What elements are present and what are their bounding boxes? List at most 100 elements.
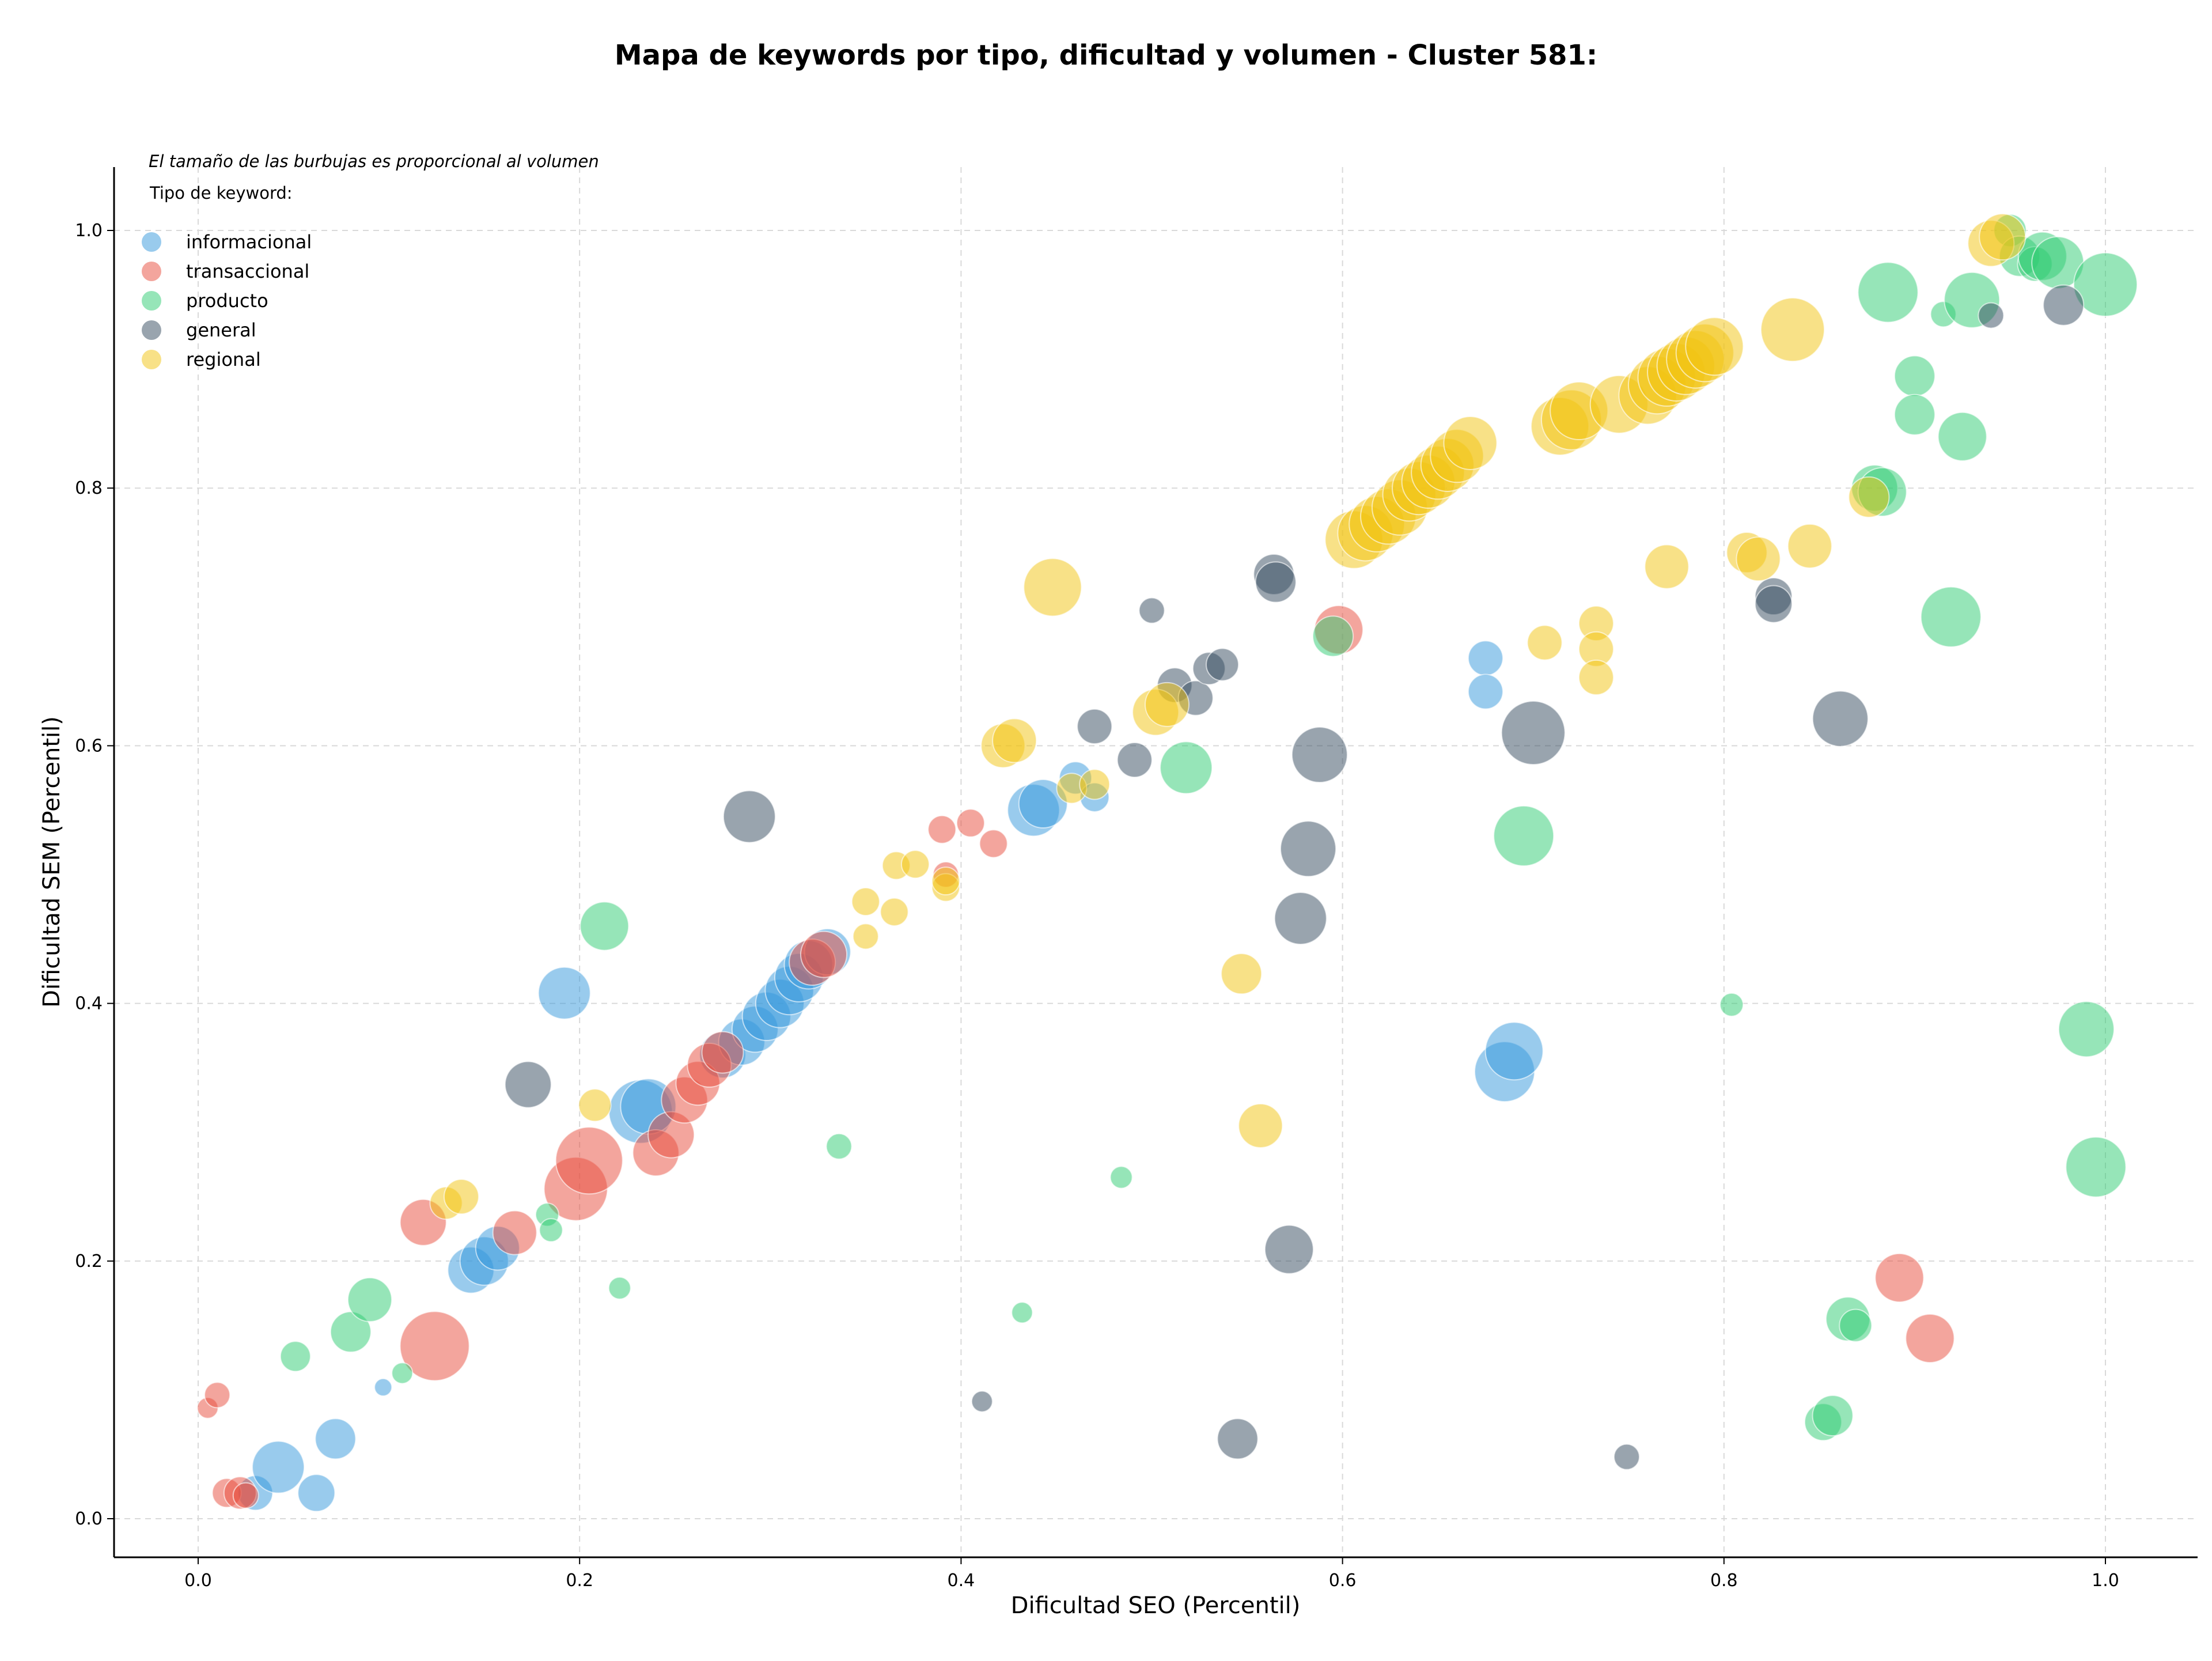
point-informacional: [1467, 674, 1503, 710]
point-regional: [1578, 659, 1614, 695]
y-ticks: 0.0 0.2 0.4 0.6 0.8 1.0: [75, 221, 114, 1529]
x-axis-label: Dificultad SEO (Percentil): [1011, 1592, 1301, 1619]
point-transaccional: [1874, 1253, 1925, 1303]
y-tick-label: 0.6: [75, 736, 103, 756]
point-general: [2043, 284, 2085, 326]
point-regional: [1238, 1103, 1283, 1149]
x-tick-label: 1.0: [2092, 1571, 2119, 1591]
point-regional: [1443, 415, 1498, 470]
point-general: [1812, 690, 1869, 747]
point-general: [1264, 1224, 1314, 1274]
bubble-size-note: El tamaño de las burbujas es proporciona…: [149, 152, 599, 171]
point-regional: [900, 850, 930, 879]
point-general: [1255, 561, 1297, 603]
point-general: [1280, 820, 1337, 877]
point-regional: [1685, 317, 1744, 376]
point-transaccional: [492, 1210, 537, 1255]
point-general: [1291, 727, 1348, 784]
point-transaccional: [701, 1031, 744, 1074]
point-informacional: [252, 1440, 305, 1494]
point-regional: [1787, 523, 1832, 569]
point-producto: [539, 1218, 563, 1243]
point-general: [1613, 1443, 1640, 1470]
point-regional: [851, 887, 880, 916]
point-producto: [2065, 1136, 2127, 1198]
point-regional: [1644, 544, 1690, 589]
x-tick-label: 0.4: [948, 1571, 975, 1591]
point-general: [1138, 597, 1165, 624]
point-informacional: [537, 966, 591, 1020]
point-general: [1501, 701, 1566, 766]
legend-title: Tipo de keyword:: [149, 183, 293, 203]
point-producto: [2073, 252, 2138, 317]
point-producto: [347, 1277, 392, 1322]
data-points: [196, 213, 2138, 1512]
legend-label-producto: producto: [186, 290, 268, 312]
legend-items: informacional transaccional producto genera…: [142, 231, 312, 370]
point-regional: [880, 897, 909, 926]
point-regional: [1527, 625, 1563, 661]
legend: El tamaño de las burbujas es proporciona…: [142, 152, 599, 370]
point-informacional: [315, 1418, 357, 1460]
point-regional: [931, 867, 960, 896]
point-informacional: [1018, 779, 1068, 829]
y-tick-label: 0.8: [75, 478, 103, 498]
point-transaccional: [232, 1482, 259, 1509]
point-transaccional: [555, 1126, 623, 1195]
x-tick-label: 0.6: [1329, 1571, 1357, 1591]
point-producto: [1937, 411, 1987, 461]
point-informacional: [1467, 640, 1503, 676]
point-regional: [1079, 769, 1111, 800]
grid-lines: [114, 167, 2198, 1557]
legend-marker-informacional: [142, 232, 161, 252]
legend-marker-general: [142, 320, 161, 340]
x-tick-label: 0.8: [1710, 1571, 1738, 1591]
point-producto: [608, 1276, 631, 1300]
point-regional: [1144, 682, 1190, 727]
chart-title: Mapa de keywords por tipo, dificultad y …: [614, 39, 1598, 71]
axes: [113, 167, 2198, 1558]
point-regional: [1979, 213, 2027, 261]
legend-label-transaccional: transaccional: [186, 260, 309, 282]
point-regional: [1760, 297, 1825, 362]
point-regional: [443, 1179, 479, 1214]
point-producto: [1812, 1395, 1854, 1437]
point-producto: [1893, 355, 1936, 397]
point-producto: [279, 1341, 311, 1372]
point-regional: [1848, 476, 1890, 518]
point-producto: [825, 1133, 853, 1160]
point-transaccional: [927, 815, 957, 844]
legend-label-regional: regional: [186, 349, 261, 370]
point-producto: [1920, 586, 1982, 648]
point-general: [1206, 648, 1240, 682]
point-regional: [1736, 536, 1781, 582]
y-tick-label: 0.4: [75, 994, 103, 1014]
x-tick-label: 0.0: [184, 1571, 212, 1591]
point-producto: [391, 1362, 414, 1384]
point-producto: [1719, 992, 1744, 1017]
point-transaccional: [800, 930, 848, 978]
point-producto: [1160, 741, 1213, 794]
point-informacional: [1484, 1021, 1544, 1081]
point-transaccional: [956, 808, 985, 838]
point-transaccional: [399, 1311, 470, 1382]
point-general: [1754, 585, 1793, 623]
point-producto: [579, 901, 630, 951]
point-general: [504, 1061, 552, 1108]
point-general: [722, 790, 776, 843]
point-producto: [1312, 615, 1354, 657]
point-regional: [578, 1088, 612, 1122]
legend-marker-producto: [142, 291, 161, 311]
legend-label-general: general: [186, 319, 256, 341]
point-general: [1274, 892, 1327, 945]
legend-marker-regional: [142, 350, 161, 369]
point-informacional: [374, 1378, 393, 1397]
point-informacional: [297, 1474, 336, 1512]
y-tick-label: 0.0: [75, 1509, 103, 1529]
point-transaccional: [204, 1382, 231, 1409]
y-axis-label: Dificultad SEM (Percentil): [39, 716, 65, 1008]
point-general: [971, 1390, 993, 1413]
point-general: [1978, 302, 2005, 329]
point-transaccional: [979, 829, 1008, 858]
